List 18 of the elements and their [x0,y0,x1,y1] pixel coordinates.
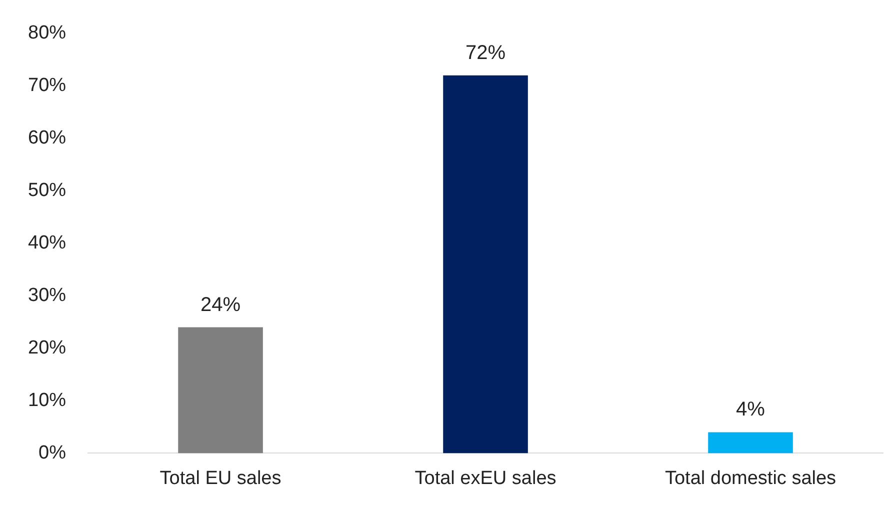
bar [178,327,263,454]
data-label: 24% [200,294,241,316]
x-tick-label: Total domestic sales [664,468,836,489]
y-tick-label: 50% [28,180,66,202]
data-label: 4% [736,398,766,421]
bar [443,75,528,454]
y-tick-label: 40% [28,232,66,254]
y-tick-label: 20% [28,337,66,358]
y-tick-label: 0% [38,442,66,464]
x-tick-label: Total exEU sales [414,468,556,489]
data-label: 72% [466,42,506,64]
y-tick-label: 80% [28,22,66,44]
x-tick-label: Total EU sales [160,468,282,489]
y-tick-label: 30% [28,285,66,306]
bar [708,432,793,454]
y-tick-label: 10% [28,390,66,411]
y-tick-label: 60% [28,128,66,149]
y-tick-label: 70% [28,75,66,96]
